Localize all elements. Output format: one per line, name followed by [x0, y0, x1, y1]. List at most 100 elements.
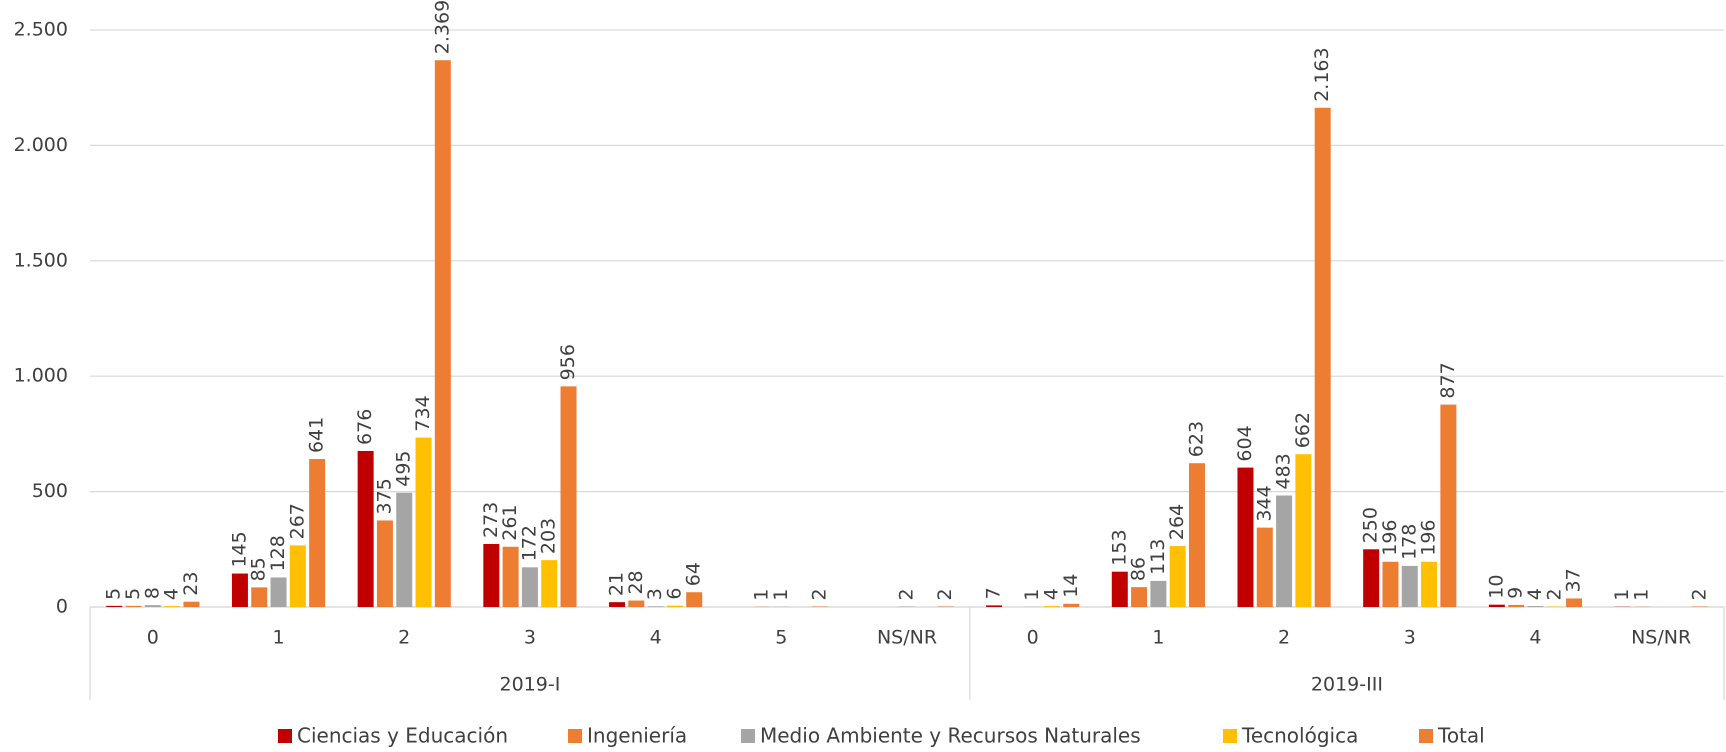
data-label: 267 [286, 503, 308, 539]
data-label: 1 [1021, 589, 1043, 601]
bar [1131, 587, 1148, 607]
bar [270, 577, 287, 607]
x-tick-label: 0 [1027, 627, 1039, 649]
bar [1063, 603, 1080, 607]
data-label: 21 [606, 572, 628, 596]
legend-swatch [741, 729, 755, 743]
data-label: 2.369 [431, 0, 453, 54]
y-tick-label: 0 [56, 596, 68, 618]
data-label: 1 [770, 589, 792, 601]
data-label: 153 [1108, 529, 1130, 565]
bar [1150, 580, 1167, 607]
bar [560, 386, 577, 607]
data-label: 623 [1185, 421, 1207, 457]
data-label: 1 [1630, 589, 1652, 601]
bar [502, 546, 519, 607]
bar [231, 573, 248, 607]
bar [1421, 561, 1438, 607]
data-label: 956 [557, 344, 579, 380]
data-label: 5 [122, 588, 144, 600]
data-label: 23 [180, 572, 202, 596]
x-tick-label: 0 [147, 627, 159, 649]
bar [609, 602, 626, 607]
y-tick-label: 1.000 [14, 365, 68, 387]
x-tick-label: 1 [272, 627, 284, 649]
data-label: 64 [683, 562, 705, 586]
data-label: 641 [306, 417, 328, 453]
data-label: 662 [1292, 412, 1314, 448]
legend-label: Ciencias y Educación [297, 724, 508, 748]
legend-label: Medio Ambiente y Recursos Naturales [760, 724, 1141, 748]
legend-swatch [568, 729, 582, 743]
data-label: 37 [1563, 568, 1585, 592]
bar [125, 605, 142, 607]
x-tick-label: 4 [650, 627, 662, 649]
data-label: 375 [373, 478, 395, 514]
data-label: 4 [1524, 588, 1546, 600]
data-label: 28 [625, 570, 647, 594]
y-tick-label: 2.000 [14, 134, 68, 156]
bar [106, 605, 123, 607]
data-label: 250 [1360, 507, 1382, 543]
bar [396, 492, 413, 607]
y-tick-label: 1.500 [14, 249, 68, 271]
data-label: 128 [267, 535, 289, 571]
data-label: 3 [644, 588, 666, 600]
legend-label: Ingeniería [587, 724, 687, 748]
bar [1527, 606, 1544, 607]
bar [376, 520, 393, 607]
bar [1382, 561, 1399, 607]
bar [986, 605, 1003, 607]
bar [1566, 598, 1583, 607]
x-tick-label: 4 [1529, 627, 1541, 649]
bar [1363, 549, 1380, 607]
x-tick-label: 3 [1404, 627, 1416, 649]
data-label: 261 [499, 504, 521, 540]
bar [647, 606, 664, 607]
data-label: 273 [480, 502, 502, 538]
data-label: 85 [248, 557, 270, 581]
x-tick-label: 1 [1152, 627, 1164, 649]
bar [164, 606, 181, 607]
x-tick-label: NS/NR [1631, 627, 1691, 649]
bar [686, 592, 703, 607]
bar [1440, 404, 1457, 607]
data-label: 2.163 [1311, 47, 1333, 101]
data-label: 604 [1234, 425, 1256, 461]
data-label: 483 [1273, 453, 1295, 489]
data-label: 9 [1505, 587, 1527, 599]
legend-swatch [278, 729, 292, 743]
x-tick-label: 3 [524, 627, 536, 649]
data-label: 196 [1379, 519, 1401, 555]
data-label: 196 [1418, 519, 1440, 555]
bar [1276, 495, 1293, 607]
data-label: 1 [751, 589, 773, 601]
bar [415, 437, 432, 607]
legend: Ciencias y Educación Ingeniería Medio Ambi… [278, 724, 1485, 748]
y-tick-label: 2.500 [14, 19, 68, 41]
data-label: 264 [1166, 504, 1188, 540]
bar [1488, 604, 1505, 607]
bar [1043, 606, 1060, 607]
group-label: 2019-III [1311, 674, 1383, 696]
bar [1295, 454, 1312, 607]
bar [144, 605, 161, 607]
bar [183, 601, 200, 607]
data-label: 2 [934, 588, 956, 600]
data-label: 14 [1060, 574, 1082, 598]
data-label: 10 [1485, 575, 1507, 599]
data-label: 6 [663, 588, 685, 600]
bar [1314, 107, 1331, 607]
data-label: 172 [518, 525, 540, 561]
data-label: 86 [1128, 557, 1150, 581]
data-label: 8 [141, 587, 163, 599]
data-label: 344 [1253, 485, 1275, 521]
bar [521, 567, 538, 607]
data-label: 2 [896, 588, 918, 600]
bar [357, 450, 374, 607]
bar [628, 600, 645, 607]
data-label: 877 [1437, 362, 1459, 398]
bar [251, 587, 268, 607]
legend-label: Total [1437, 724, 1485, 748]
